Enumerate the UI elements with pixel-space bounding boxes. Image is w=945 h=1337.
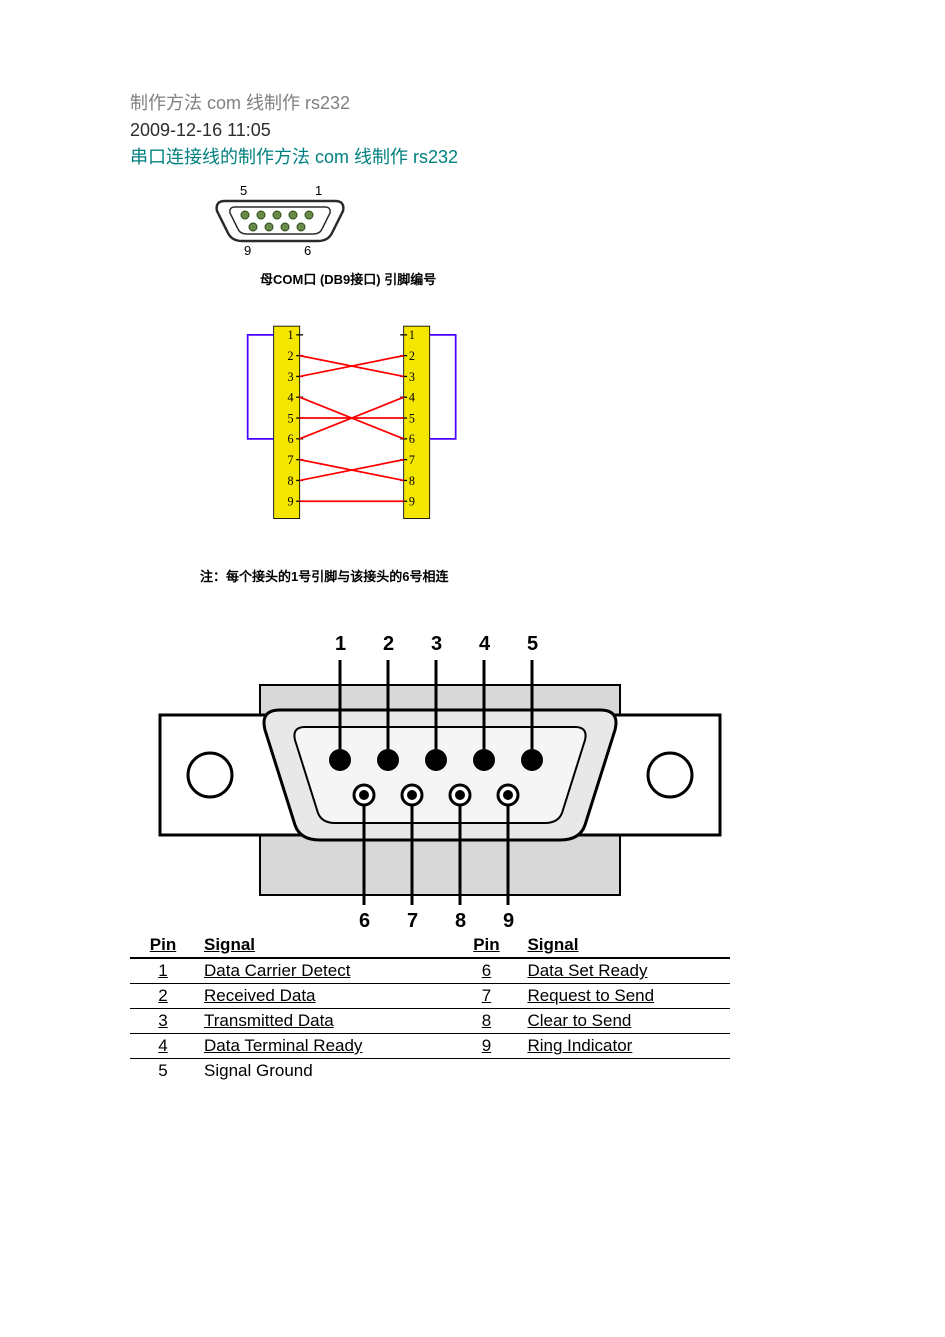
db9-small-label-9: 9 [244, 243, 251, 258]
svg-text:8: 8 [288, 474, 294, 488]
svg-text:9: 9 [503, 910, 514, 932]
svg-text:3: 3 [288, 370, 294, 384]
table-row: 3Transmitted Data8Clear to Send [130, 1009, 730, 1034]
pin-cell: 5 [130, 1059, 196, 1084]
svg-text:3: 3 [431, 633, 442, 655]
signal-cell: Data Terminal Ready [196, 1034, 453, 1059]
signal-cell: Signal Ground [196, 1059, 453, 1084]
svg-text:5: 5 [409, 411, 415, 425]
table-row: 1Data Carrier Detect6Data Set Ready [130, 958, 730, 984]
pin-cell: 7 [453, 984, 519, 1009]
svg-text:4: 4 [288, 391, 294, 405]
db9-small-label-1: 1 [315, 183, 322, 198]
svg-text:6: 6 [359, 910, 370, 932]
pin-cell: 4 [130, 1034, 196, 1059]
svg-text:1: 1 [335, 633, 346, 655]
db9-small-caption: 母COM口 (DB9接口) 引脚编号 [260, 269, 815, 288]
svg-text:9: 9 [288, 495, 294, 509]
pin-cell: 1 [130, 958, 196, 984]
svg-text:7: 7 [407, 910, 418, 932]
svg-text:1: 1 [288, 328, 294, 342]
svg-text:7: 7 [288, 453, 294, 467]
svg-text:5: 5 [527, 633, 538, 655]
signal-cell: Data Carrier Detect [196, 958, 453, 984]
db9-large-diagram: 1 2 3 4 5 6 7 8 9 [130, 615, 815, 935]
table-row: 4Data Terminal Ready9Ring Indicator [130, 1034, 730, 1059]
svg-text:5: 5 [288, 411, 294, 425]
th-pin-1: Pin [130, 933, 196, 958]
signal-cell: Data Set Ready [519, 958, 730, 984]
table-row: 2Received Data7Request to Send [130, 984, 730, 1009]
svg-text:4: 4 [479, 633, 491, 655]
pin-signal-table: Pin Signal Pin Signal 1Data Carrier Dete… [130, 933, 730, 1083]
wiring-note: 注：每个接头的1号引脚与该接头的6号相连 [200, 566, 815, 585]
db9-small-diagram: 5 1 9 6 母COM口 (DB9接口) 引脚编号 [200, 181, 815, 288]
signal-cell: Transmitted Data [196, 1009, 453, 1034]
svg-text:2: 2 [288, 349, 294, 363]
title-line-2: 串口连接线的制作方法 com 线制作 rs232 [130, 144, 815, 171]
th-signal-2: Signal [519, 933, 730, 958]
signal-cell: Request to Send [519, 984, 730, 1009]
svg-text:1: 1 [409, 328, 415, 342]
th-pin-2: Pin [453, 933, 519, 958]
signal-cell: Ring Indicator [519, 1034, 730, 1059]
date-line: 2009-12-16 11:05 [130, 117, 815, 144]
db9-small-label-5: 5 [240, 183, 247, 198]
svg-text:6: 6 [409, 432, 415, 446]
pin-cell: 6 [453, 958, 519, 984]
th-signal-1: Signal [196, 933, 453, 958]
svg-text:2: 2 [383, 633, 394, 655]
db9-small-label-6: 6 [304, 243, 311, 258]
svg-text:6: 6 [288, 432, 294, 446]
svg-text:7: 7 [409, 453, 415, 467]
signal-cell: Received Data [196, 984, 453, 1009]
pin-cell: 2 [130, 984, 196, 1009]
svg-text:8: 8 [455, 910, 466, 932]
title-line-1: 制作方法 com 线制作 rs232 [130, 90, 815, 117]
svg-text:9: 9 [409, 495, 415, 509]
signal-cell [519, 1059, 730, 1084]
svg-text:8: 8 [409, 474, 415, 488]
pin-cell: 9 [453, 1034, 519, 1059]
svg-text:4: 4 [409, 391, 415, 405]
document-page: 制作方法 com 线制作 rs232 2009-12-16 11:05 串口连接… [0, 0, 945, 1123]
pin-cell [453, 1059, 519, 1084]
pin-cell: 3 [130, 1009, 196, 1034]
wiring-diagram: 1 1 2 2 3 3 4 4 5 5 6 6 7 7 8 8 9 9 注：每个接头的1号引脚与该接头的6号相连 [200, 308, 815, 585]
table-row: 5Signal Ground [130, 1059, 730, 1084]
svg-text:3: 3 [409, 370, 415, 384]
pin-cell: 8 [453, 1009, 519, 1034]
signal-cell: Clear to Send [519, 1009, 730, 1034]
svg-text:2: 2 [409, 349, 415, 363]
